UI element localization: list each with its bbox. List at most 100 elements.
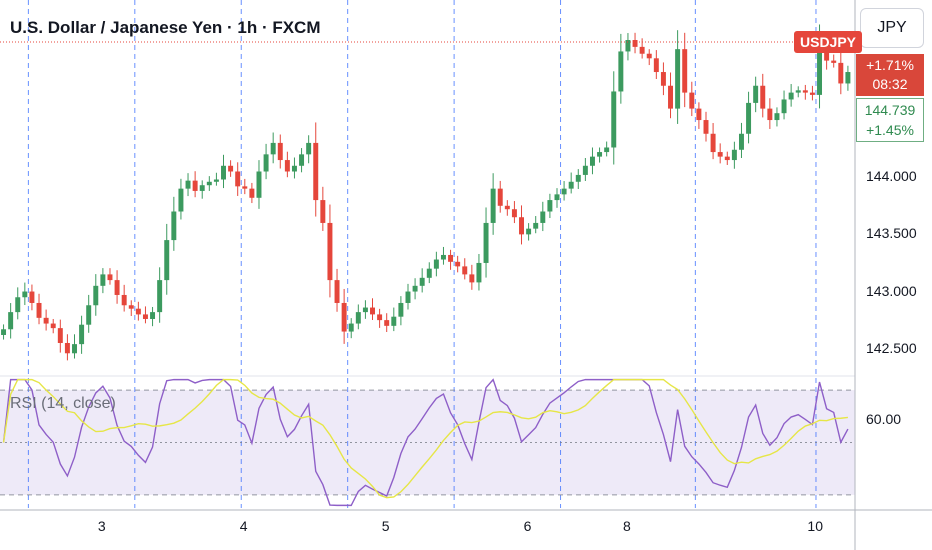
candle-up (221, 165, 226, 180)
candle-down (462, 266, 468, 275)
candle-down (838, 62, 844, 84)
candle-down (682, 49, 688, 93)
candle-down (767, 108, 773, 121)
candle-up (306, 142, 312, 155)
candle-down (504, 205, 510, 210)
candle-up (561, 188, 567, 195)
candle-up (185, 180, 191, 189)
candle-up (206, 181, 212, 186)
candle-down (57, 328, 63, 343)
candle-up (86, 305, 92, 325)
candle-down (121, 294, 127, 306)
candle-up (731, 149, 737, 161)
candle-down (36, 302, 42, 318)
candle-down (43, 317, 49, 324)
rsi-line (2, 378, 849, 507)
candle-down (639, 46, 645, 54)
candle-down (228, 165, 234, 172)
candle-up (72, 344, 77, 354)
candle-up (355, 312, 361, 324)
candle-down (710, 133, 716, 153)
candle-up (845, 72, 851, 84)
candle-up (213, 179, 219, 182)
candle-down (50, 323, 56, 329)
candles (0, 24, 855, 361)
rsi-ma-line (2, 378, 848, 499)
x-tick-label: 8 (622, 518, 631, 534)
y-tick-label: 143.500 (866, 225, 917, 242)
candle-up (781, 99, 787, 114)
candle-down (235, 171, 241, 187)
candle-down (668, 85, 674, 109)
candle-up (433, 259, 439, 269)
session-grid (27, 0, 817, 508)
candle-up (270, 142, 276, 155)
countdown: 08:32 (872, 76, 908, 92)
x-tick-label: 5 (381, 518, 390, 534)
candle-up (150, 312, 156, 319)
candle-down (192, 180, 198, 191)
candle-up (568, 181, 574, 189)
candle-up (533, 222, 539, 229)
candle-up (256, 171, 262, 198)
candle-up (788, 92, 794, 100)
candle-down (802, 90, 808, 93)
candle-up (575, 174, 581, 182)
candle-down (653, 58, 659, 73)
candle-up (738, 133, 744, 150)
last-change: +1.45% (866, 122, 914, 138)
candle-up (178, 188, 184, 212)
candle-down (760, 85, 766, 109)
candle-up (79, 324, 85, 345)
candle-up (582, 165, 588, 175)
candle-down (135, 308, 141, 315)
candle-down (455, 261, 461, 267)
candle-up (164, 240, 170, 281)
last-price: 144.739 (864, 102, 916, 118)
candle-up (22, 291, 28, 298)
candle-down (469, 274, 475, 283)
candle-up (526, 228, 532, 235)
candle-down (128, 305, 134, 309)
candle-up (199, 185, 205, 191)
candle-up (625, 40, 631, 52)
candle-down (497, 188, 503, 206)
candle-up (817, 44, 823, 95)
candle-down (284, 160, 290, 172)
candle-up (554, 194, 560, 201)
rsi-legend-label[interactable]: RSI (14, close) (10, 395, 116, 412)
currency-button[interactable]: JPY (860, 8, 924, 48)
candle-up (540, 211, 546, 223)
candle-down (377, 314, 383, 321)
change-pct: +1.71% (866, 57, 914, 73)
candle-down (703, 120, 709, 134)
candle-up (157, 280, 163, 313)
candle-down (511, 209, 517, 218)
change-badge: +1.71% 08:32 (856, 54, 924, 96)
candle-up (391, 316, 397, 326)
x-tick-label: 3 (97, 518, 106, 534)
candle-up (476, 262, 482, 283)
candle-up (490, 188, 496, 223)
candle-up (419, 277, 425, 286)
candle-up (100, 274, 106, 286)
chart-title: U.S. Dollar / Japanese Yen · 1h · FXCM (10, 18, 321, 37)
candle-up (618, 51, 624, 92)
candle-down (64, 342, 70, 354)
y-tick-label: 143.000 (866, 282, 917, 299)
candle-down (370, 307, 375, 315)
x-tick-label: 10 (807, 518, 823, 534)
candle-down (831, 60, 837, 63)
candle-up (412, 285, 418, 292)
candle-up (93, 285, 99, 306)
candle-up (795, 90, 801, 93)
candle-up (263, 154, 269, 172)
candle-up (426, 268, 432, 278)
candle-up (675, 49, 681, 109)
x-tick-label: 4 (239, 518, 248, 534)
candle-down (660, 72, 666, 86)
candle-up (1, 329, 7, 335)
candle-down (632, 40, 638, 47)
